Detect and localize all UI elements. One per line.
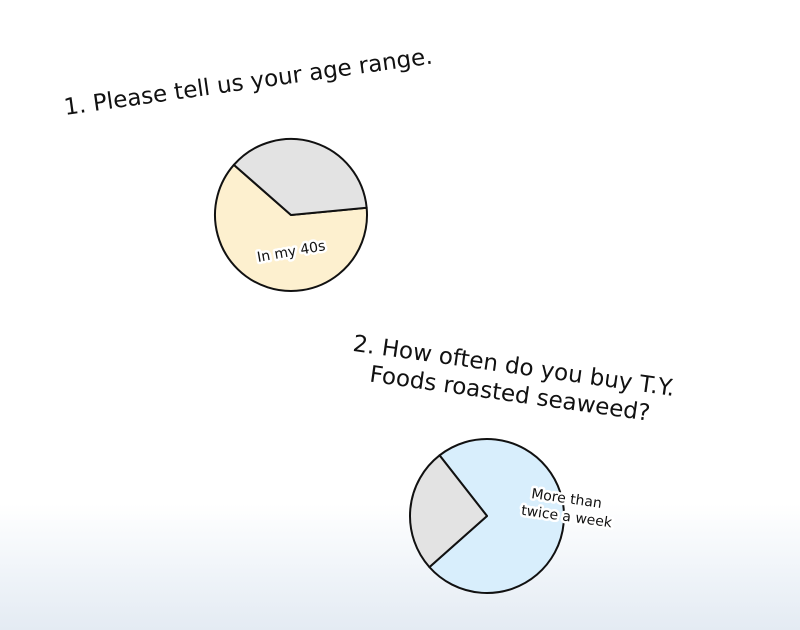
pie-chart-age	[214, 138, 368, 292]
pie1-slice-1	[232, 138, 368, 216]
pie2-slice-0	[428, 438, 565, 594]
pie2-slice-1	[409, 454, 488, 569]
pie1-slice-0	[214, 163, 368, 292]
pie-chart-frequency	[409, 438, 565, 594]
